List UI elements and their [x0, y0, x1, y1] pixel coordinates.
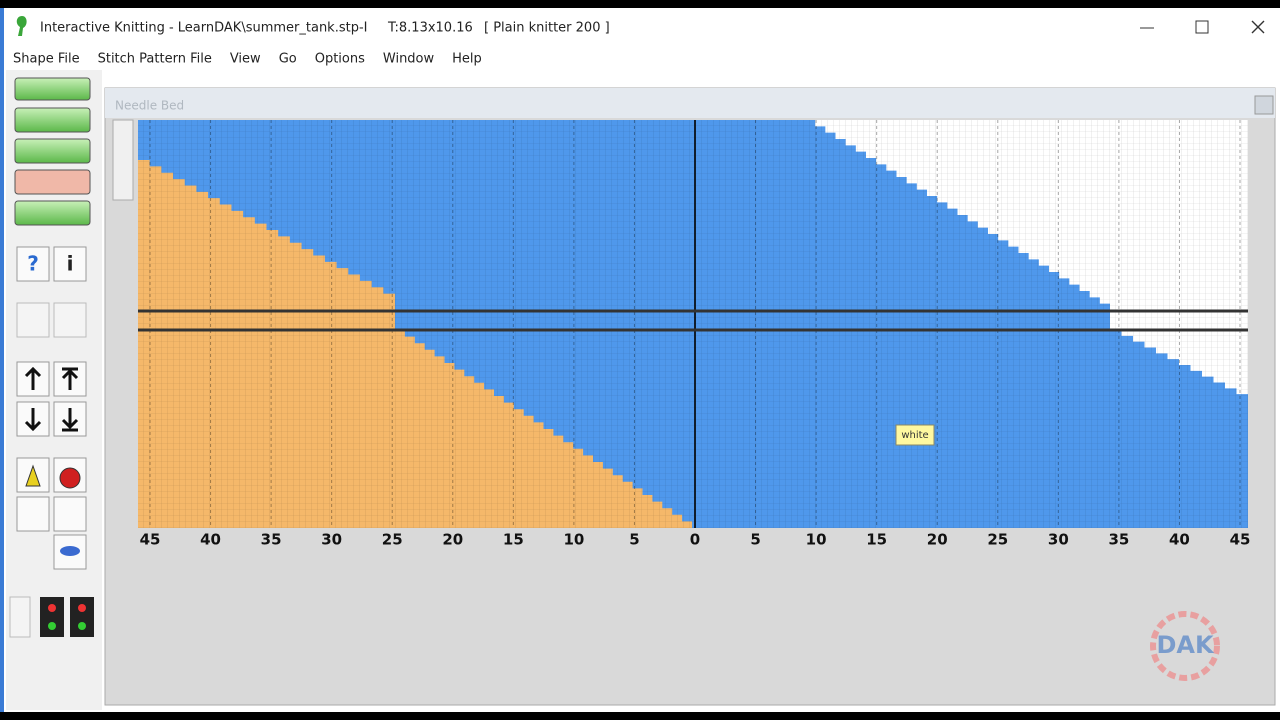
- music-button[interactable]: [16, 496, 50, 532]
- needle-scale-label: 5: [629, 531, 639, 549]
- help-button[interactable]: [16, 246, 50, 282]
- pieces-button[interactable]: [14, 138, 91, 164]
- window-knitter: [ Plain knitter 200 ]: [484, 21, 610, 36]
- panel-header: [105, 88, 1275, 118]
- needle-bed: 45 40 35 30 25 20 15 10 5 0 5 10 15 20 25 30 35 40 45: [138, 120, 1250, 549]
- menu-item[interactable]: Go: [279, 52, 297, 67]
- machine-button[interactable]: [14, 200, 91, 226]
- traffic-light-2[interactable]: [70, 597, 94, 637]
- menu-item[interactable]: Stitch Pattern File: [98, 52, 212, 67]
- needle-scale-label: 30: [1048, 531, 1069, 549]
- needle-scale-label: 10: [806, 531, 827, 549]
- info-icon: i: [67, 252, 74, 276]
- bell-icon: [25, 464, 41, 487]
- needle-scale-label: 0: [690, 531, 700, 549]
- needle-scale-label: 30: [321, 531, 342, 549]
- menu-bar: Shape File Stitch Pattern File View Go Optio…: [13, 52, 482, 67]
- slope-button[interactable]: [14, 107, 91, 133]
- window-edge: [0, 8, 4, 712]
- eye-icon: [60, 546, 80, 556]
- menu-item[interactable]: Options: [315, 52, 365, 67]
- needle-scale-label: 15: [503, 531, 524, 549]
- maximize-button[interactable]: [1195, 20, 1209, 34]
- logo-text: DAK: [1156, 631, 1214, 659]
- info-button[interactable]: [53, 246, 87, 282]
- stitch-grid: [138, 120, 1248, 528]
- shape-button[interactable]: [14, 77, 91, 101]
- tooltip-text: white: [901, 430, 928, 441]
- needle-button[interactable]: [14, 169, 91, 195]
- window-size: T:8.13x10.16: [387, 21, 473, 36]
- needle-scale-label: 40: [1169, 531, 1190, 549]
- traffic-light-1[interactable]: [40, 597, 64, 637]
- light-off[interactable]: [9, 596, 31, 638]
- back-button[interactable]: [53, 302, 87, 338]
- menu-item[interactable]: Window: [383, 52, 435, 67]
- panel-title: Needle Bed: [115, 99, 184, 113]
- dak-logo: DAK: [1150, 611, 1220, 681]
- needle-scale-label: 10: [563, 531, 584, 549]
- move-buttons: [16, 361, 87, 437]
- needle-scale-label: 35: [1108, 531, 1129, 549]
- close-button[interactable]: [1251, 20, 1265, 34]
- front-button[interactable]: [16, 302, 50, 338]
- yarn-icon: [59, 467, 81, 489]
- needle-scale-label: 45: [140, 531, 161, 549]
- window-title: Interactive Knitting - LearnDAK\summer_t…: [40, 21, 368, 36]
- panel-close[interactable]: [1254, 95, 1274, 115]
- needle-scale-label: 15: [866, 531, 887, 549]
- needle-scale-label: 20: [927, 531, 948, 549]
- needle-scale-label: 5: [750, 531, 760, 549]
- zoom-tools[interactable]: [112, 119, 134, 201]
- needle-scale-label: 25: [382, 531, 403, 549]
- tooltip: [895, 424, 935, 446]
- menu-item[interactable]: Shape File: [13, 52, 80, 67]
- needle-scale-label: 20: [442, 531, 463, 549]
- menu-item[interactable]: Help: [452, 52, 482, 67]
- app-icon: [16, 16, 27, 36]
- needle-scale-label: 35: [261, 531, 282, 549]
- note-button[interactable]: [53, 496, 87, 532]
- needle-scale-label: 45: [1230, 531, 1251, 549]
- needle-scale-label: 40: [200, 531, 221, 549]
- menu-item[interactable]: View: [230, 52, 261, 67]
- needle-scale-label: 25: [987, 531, 1008, 549]
- help-icon: ?: [27, 252, 39, 276]
